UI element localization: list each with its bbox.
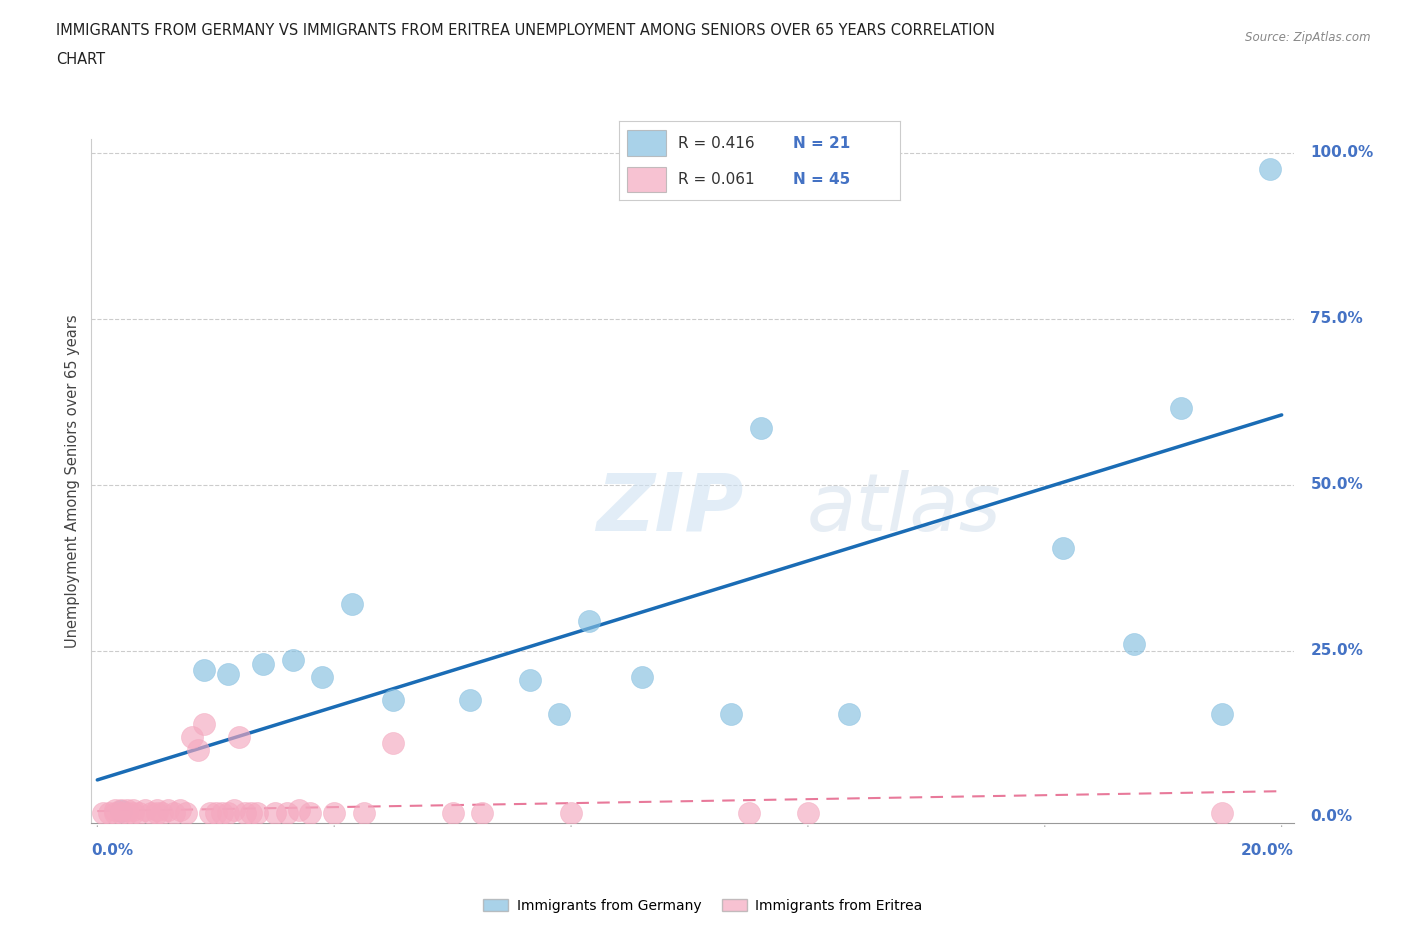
Point: [110, 803, 132, 817]
Point: [128, 805, 150, 820]
Point: [91, 805, 114, 820]
Point: [519, 673, 541, 688]
Point: [838, 706, 860, 721]
Point: [441, 805, 464, 820]
Point: [281, 653, 304, 668]
Point: [204, 805, 226, 820]
Point: [1211, 706, 1233, 721]
Text: 20.0%: 20.0%: [1240, 844, 1294, 858]
Point: [252, 657, 274, 671]
Point: [211, 805, 233, 820]
Point: [1122, 636, 1144, 651]
Point: [471, 805, 494, 820]
Point: [145, 805, 167, 820]
Text: 100.0%: 100.0%: [1310, 145, 1374, 160]
Point: [110, 804, 132, 818]
Point: [217, 666, 239, 681]
Point: [1052, 540, 1074, 555]
Point: [749, 420, 772, 435]
Y-axis label: Unemployment Among Seniors over 65 years: Unemployment Among Seniors over 65 years: [65, 314, 80, 648]
Point: [560, 805, 582, 820]
Point: [382, 736, 405, 751]
Point: [299, 805, 322, 820]
Text: ZIP: ZIP: [596, 470, 744, 548]
Point: [1170, 401, 1192, 416]
Point: [169, 803, 191, 817]
Point: [187, 743, 209, 758]
Point: [1211, 805, 1233, 820]
Text: 50.0%: 50.0%: [1310, 477, 1364, 492]
Text: atlas: atlas: [807, 470, 1001, 548]
Point: [228, 729, 250, 744]
Text: CHART: CHART: [56, 52, 105, 67]
Point: [115, 803, 138, 817]
Point: [235, 805, 257, 820]
Point: [163, 805, 186, 820]
FancyBboxPatch shape: [627, 166, 666, 193]
Point: [134, 803, 156, 817]
Point: [181, 729, 204, 744]
Point: [720, 706, 742, 721]
Text: N = 45: N = 45: [793, 172, 851, 187]
Point: [264, 805, 287, 820]
Point: [121, 803, 143, 817]
Point: [1258, 162, 1281, 177]
Point: [323, 805, 346, 820]
Point: [145, 803, 167, 817]
Point: [222, 803, 245, 817]
Point: [139, 805, 162, 820]
Point: [104, 803, 127, 817]
Point: [287, 803, 309, 817]
Point: [217, 805, 239, 820]
Text: IMMIGRANTS FROM GERMANY VS IMMIGRANTS FROM ERITREA UNEMPLOYMENT AMONG SENIORS OV: IMMIGRANTS FROM GERMANY VS IMMIGRANTS FR…: [56, 23, 995, 38]
Point: [353, 805, 375, 820]
FancyBboxPatch shape: [627, 130, 666, 155]
Text: 0.0%: 0.0%: [91, 844, 134, 858]
Point: [548, 706, 571, 721]
Point: [311, 670, 333, 684]
Point: [578, 613, 600, 628]
Point: [104, 805, 127, 820]
Text: 25.0%: 25.0%: [1310, 643, 1364, 658]
Text: R = 0.416: R = 0.416: [678, 136, 754, 151]
Point: [382, 693, 405, 708]
Legend: Immigrants from Germany, Immigrants from Eritrea: Immigrants from Germany, Immigrants from…: [478, 894, 928, 919]
Point: [797, 805, 820, 820]
Point: [152, 805, 174, 820]
Point: [115, 805, 138, 820]
Point: [240, 805, 263, 820]
Point: [193, 663, 215, 678]
Point: [460, 693, 482, 708]
Point: [174, 805, 197, 820]
Point: [193, 716, 215, 731]
Point: [246, 805, 269, 820]
Point: [631, 670, 654, 684]
Point: [121, 805, 143, 820]
Point: [110, 805, 132, 820]
Text: 75.0%: 75.0%: [1310, 312, 1364, 326]
Text: N = 21: N = 21: [793, 136, 851, 151]
Text: Source: ZipAtlas.com: Source: ZipAtlas.com: [1246, 31, 1371, 44]
Point: [198, 805, 221, 820]
Text: 0.0%: 0.0%: [1310, 809, 1353, 824]
Text: R = 0.061: R = 0.061: [678, 172, 754, 187]
Point: [98, 805, 121, 820]
Point: [738, 805, 761, 820]
Point: [340, 597, 363, 612]
Point: [157, 803, 180, 817]
Point: [276, 805, 298, 820]
